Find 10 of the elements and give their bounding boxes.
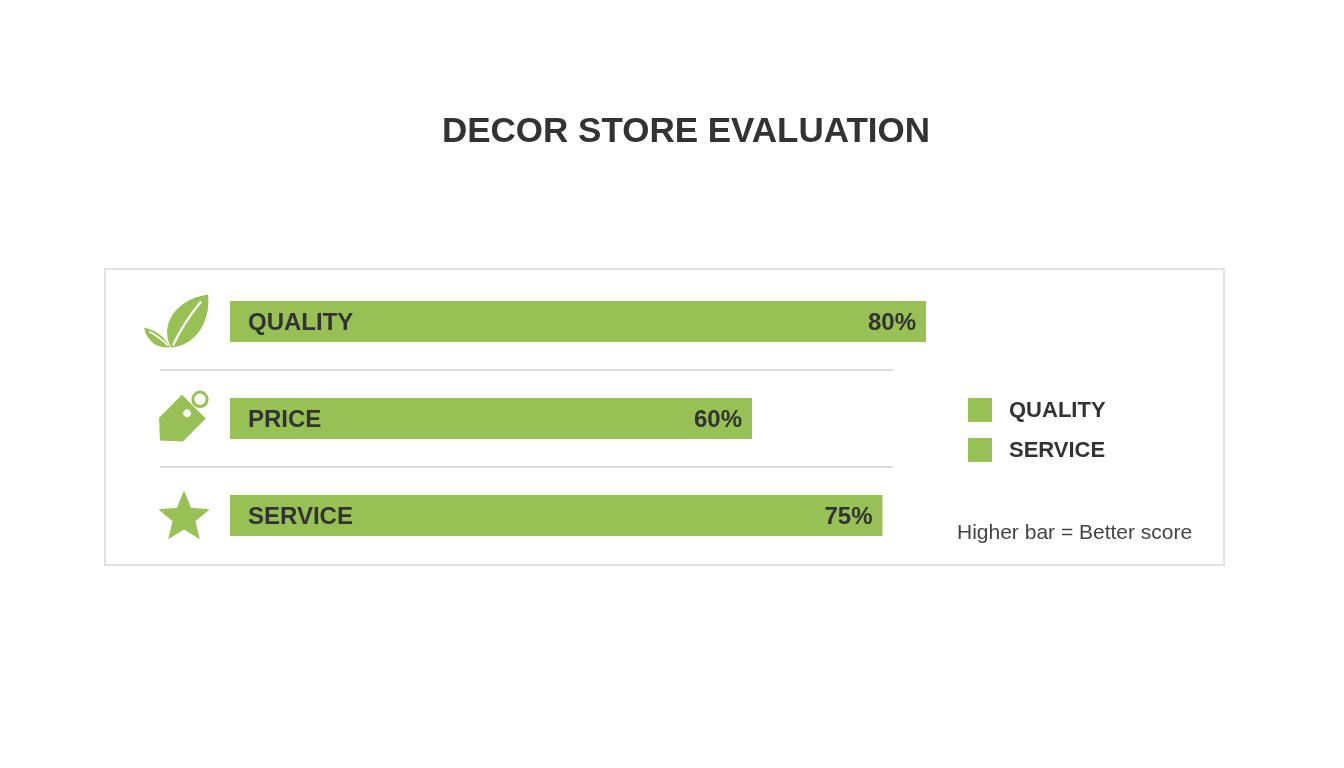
y-tick-label: QUALITY [248, 308, 354, 335]
data-label: 60% [693, 405, 742, 432]
legend-label: QUALITY [1009, 397, 1106, 423]
data-label: 80% [867, 308, 916, 335]
legend-label: SERVICE [1009, 437, 1106, 463]
y-tick-label: SERVICE [248, 502, 353, 529]
text: Higher bar = Better score [957, 520, 1193, 544]
chart-title: DECOR STORE EVALUATION [441, 110, 931, 150]
data-label: 75% [824, 502, 873, 529]
y-tick-label: PRICE [248, 405, 322, 432]
